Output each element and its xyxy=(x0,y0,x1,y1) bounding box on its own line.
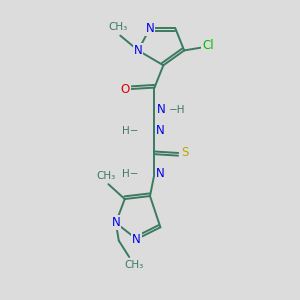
Text: N: N xyxy=(146,22,154,34)
Text: CH₃: CH₃ xyxy=(124,260,143,270)
Text: N: N xyxy=(134,44,142,57)
Text: N: N xyxy=(157,103,166,116)
Text: Cl: Cl xyxy=(202,40,214,52)
Text: H−: H− xyxy=(122,169,138,179)
Text: CH₃: CH₃ xyxy=(108,22,128,32)
Text: O: O xyxy=(121,82,130,96)
Text: CH₃: CH₃ xyxy=(96,171,116,181)
Text: N: N xyxy=(156,167,165,180)
Text: N: N xyxy=(111,216,120,229)
Text: H−: H− xyxy=(122,126,138,136)
Text: N: N xyxy=(132,233,141,246)
Text: −H: −H xyxy=(169,105,186,115)
Text: S: S xyxy=(181,146,188,160)
Text: N: N xyxy=(156,124,165,137)
